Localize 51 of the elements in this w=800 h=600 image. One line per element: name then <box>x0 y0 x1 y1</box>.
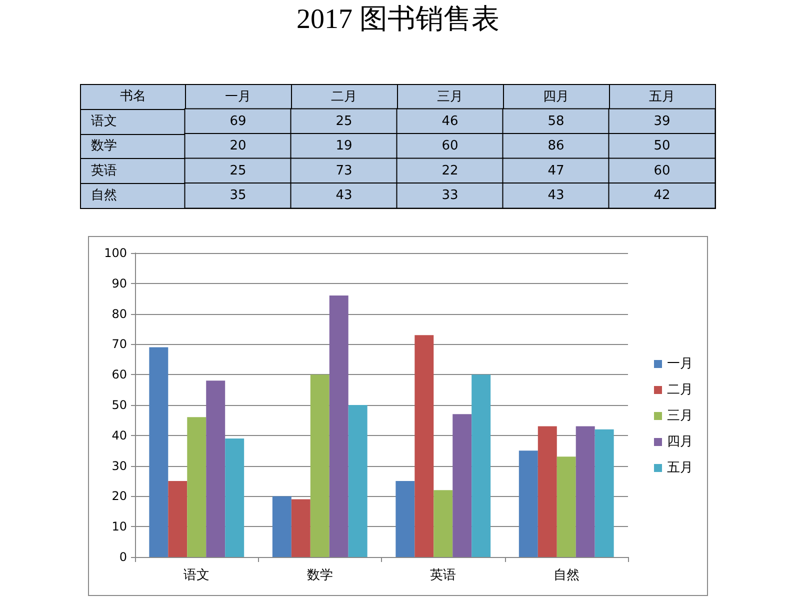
y-tick-label: 40 <box>112 428 127 442</box>
y-tick-label: 70 <box>112 337 127 352</box>
y-tick-label: 30 <box>112 458 127 473</box>
x-tick-label: 英语 <box>430 568 456 583</box>
y-tick-label: 自然 <box>91 188 117 204</box>
data-label: 43 <box>336 188 352 204</box>
data-label: 60 <box>442 138 458 154</box>
legend-label: 二月 <box>667 382 693 398</box>
data-label: 33 <box>442 188 458 204</box>
x-tick-label: 自然 <box>553 568 580 583</box>
x-tick-label: 一月 <box>225 90 251 104</box>
data-label: 47 <box>548 163 564 178</box>
x-tick-label: 数学 <box>306 568 333 583</box>
y-tick-label: 数学 <box>91 138 117 154</box>
data-label: 60 <box>654 163 670 178</box>
data-label: 39 <box>654 114 670 129</box>
x-tick-label: 三月 <box>437 90 463 104</box>
y-tick-label: 50 <box>112 398 127 412</box>
legend-label: 四月 <box>667 434 693 450</box>
data-label: 69 <box>230 114 246 129</box>
data-label: 20 <box>230 138 246 154</box>
x-tick-label: 五月 <box>649 90 675 104</box>
y-tick-label: 60 <box>112 368 127 382</box>
y-tick-label: 0 <box>119 550 127 564</box>
data-label: 42 <box>654 188 670 204</box>
x-tick-label: 语文 <box>184 568 210 583</box>
x-tick-label: 二月 <box>331 90 357 104</box>
x-tick-label: 四月 <box>543 90 569 104</box>
data-label: 43 <box>548 188 564 204</box>
y-tick-label: 10 <box>112 520 127 534</box>
data-label: 25 <box>336 114 352 129</box>
y-tick-label: 80 <box>112 306 127 321</box>
data-label: 86 <box>548 138 564 154</box>
y-tick-label: 英语 <box>91 163 117 178</box>
data-label: 50 <box>654 138 670 154</box>
data-label: 46 <box>442 114 458 129</box>
chart-title: 2017 图书销售表 <box>296 3 500 37</box>
y-tick-label: 20 <box>112 489 127 504</box>
data-label: 22 <box>442 163 458 178</box>
y-tick-label: 100 <box>104 246 127 260</box>
data-label: 25 <box>230 163 246 178</box>
text: 书名 <box>119 88 147 106</box>
legend-label: 五月 <box>667 460 693 476</box>
data-label: 73 <box>336 163 352 178</box>
data-label: 58 <box>548 114 564 129</box>
data-label: 19 <box>336 138 352 154</box>
legend-label: 三月 <box>667 408 693 424</box>
legend-label: 一月 <box>667 356 693 372</box>
y-tick-label: 90 <box>112 276 127 290</box>
y-tick-label: 语文 <box>91 114 117 129</box>
data-label: 35 <box>230 188 246 204</box>
